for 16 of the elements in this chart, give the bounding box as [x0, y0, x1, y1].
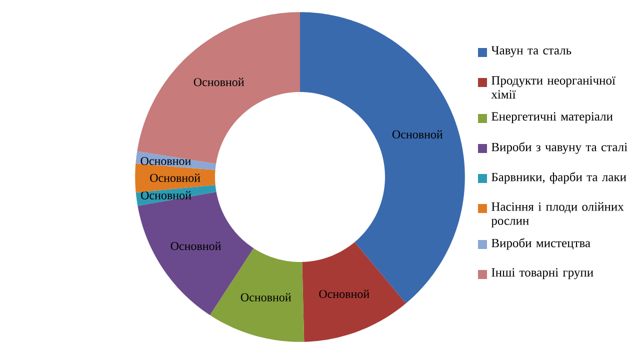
- legend-label: Барвники, фарби та лаки: [492, 172, 626, 184]
- data-label: Основной: [141, 191, 192, 200]
- data-label: Основной: [240, 293, 292, 302]
- legend-label: Інші товарні групи: [492, 268, 594, 280]
- data-label: Основной: [194, 78, 244, 86]
- legend-label: Вироби з чавуну та сталі: [492, 142, 628, 154]
- data-label: Основной: [140, 156, 191, 166]
- data-label: Основной: [319, 290, 370, 298]
- legend-label: Енергетичні матеріали: [492, 112, 613, 124]
- legend-label: Насіння і плоди олійних рослин: [491, 202, 624, 228]
- data-label: Основной: [392, 130, 443, 138]
- data-label: Основной: [170, 242, 221, 250]
- legend-label: Чавун та сталь: [491, 46, 572, 58]
- data-label: Основной: [150, 174, 200, 182]
- legend-label: Вироби мистецтва: [492, 238, 590, 250]
- legend-label: Продукти неорганічної хімії: [491, 76, 616, 98]
